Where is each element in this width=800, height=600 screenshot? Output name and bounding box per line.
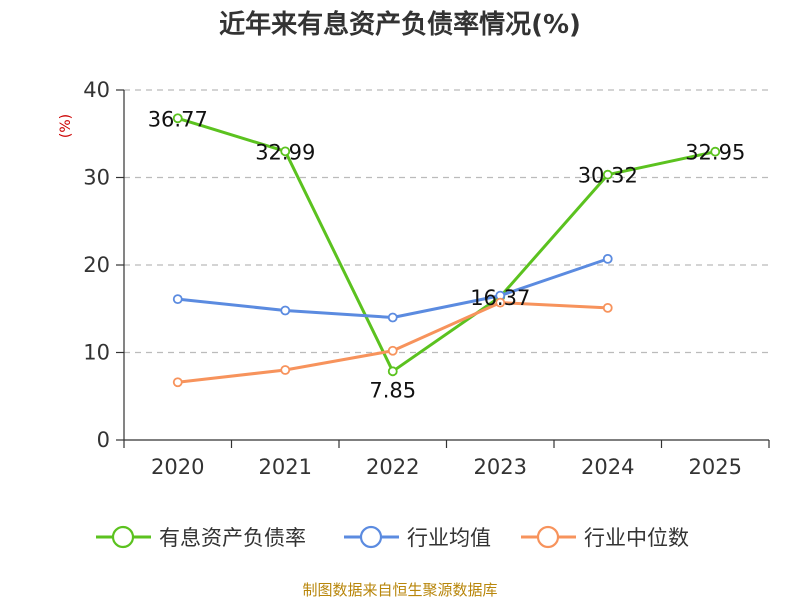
- legend-label: 行业均值: [407, 526, 491, 550]
- series-point: [280, 305, 291, 316]
- series-point: [602, 253, 613, 264]
- y-tick-label: 40: [83, 78, 110, 102]
- series-point: [602, 302, 613, 313]
- x-tick-label: 2023: [474, 455, 527, 479]
- data-label: 30.32: [578, 164, 638, 188]
- source-note: 制图数据来自恒生聚源数据库: [302, 581, 497, 599]
- series-line: [177, 116, 716, 373]
- legend-label: 有息资产负债率: [159, 526, 306, 550]
- series-point: [387, 366, 398, 377]
- legend: 有息资产负债率 行业均值 行业中位数: [96, 525, 689, 550]
- y-axis-unit: (%): [58, 114, 74, 138]
- axes: 0 10 20 30 40 2020 2021 2022 2023 2024 2025: [83, 78, 770, 479]
- legend-swatch-marker: [536, 525, 560, 549]
- data-label: 32.99: [255, 140, 315, 164]
- grid: [124, 89, 769, 354]
- series-lines: [172, 113, 721, 388]
- data-label: 32.95: [685, 141, 745, 165]
- x-tick-label: 2021: [259, 455, 312, 479]
- series-point: [172, 113, 183, 124]
- chart-title: 近年来有息资产负债率情况(%): [219, 9, 581, 40]
- data-labels: 36.77 32.99 7.85 16.37 30.32 32.95: [148, 107, 746, 402]
- series-line: [177, 257, 609, 319]
- x-tick-label: 2025: [689, 455, 742, 479]
- series-point: [710, 146, 721, 157]
- x-tick-label: 2022: [366, 455, 419, 479]
- series-point: [495, 297, 506, 308]
- y-tick-label: 30: [83, 166, 110, 190]
- data-label: 16.37: [470, 286, 530, 310]
- legend-label: 行业中位数: [584, 526, 689, 550]
- series-point: [602, 169, 613, 180]
- x-tick-label: 2024: [581, 455, 634, 479]
- series-point: [280, 146, 291, 157]
- legend-swatch-marker: [359, 525, 383, 549]
- legend-swatch-marker: [111, 525, 135, 549]
- series-point: [172, 294, 183, 305]
- y-tick-label: 20: [83, 253, 110, 277]
- series-point: [387, 312, 398, 323]
- series-point: [172, 377, 183, 388]
- data-label: 36.77: [148, 107, 208, 131]
- y-tick-label: 0: [97, 428, 110, 452]
- series-point: [387, 345, 398, 356]
- x-tick-label: 2020: [151, 455, 204, 479]
- data-label: 7.85: [369, 378, 416, 402]
- y-tick-label: 10: [83, 341, 110, 365]
- series-point: [280, 365, 291, 375]
